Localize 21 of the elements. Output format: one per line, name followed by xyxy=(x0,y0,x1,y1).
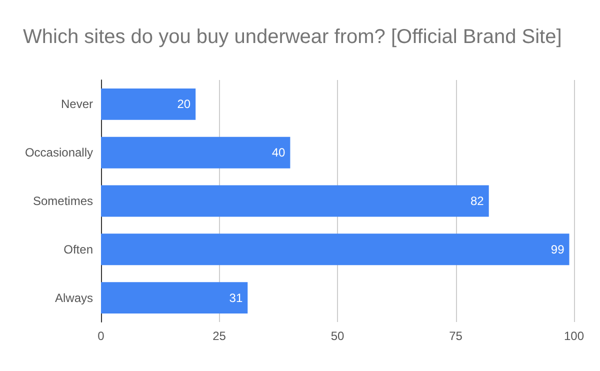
y-tick-label: Occasionally xyxy=(24,146,93,160)
x-tick-label: 25 xyxy=(212,329,226,343)
x-tick-label: 0 xyxy=(98,329,105,343)
x-tick-label: 100 xyxy=(564,329,584,343)
bar xyxy=(101,282,248,314)
bar xyxy=(101,136,290,168)
x-tick-label: 50 xyxy=(330,329,344,343)
bar xyxy=(101,234,570,266)
data-label: 82 xyxy=(470,194,484,208)
data-label: 40 xyxy=(272,146,286,160)
data-label: 20 xyxy=(177,97,191,112)
y-tick-label: Always xyxy=(54,290,93,305)
chart-title: Which sites do you buy underwear from? [Official Brand Site] xyxy=(23,26,562,48)
data-label: 99 xyxy=(550,242,565,256)
y-tick-label: Sometimes xyxy=(32,194,93,208)
y-tick-label: Never xyxy=(60,97,93,112)
x-tick-label: 75 xyxy=(449,329,463,343)
y-tick-label: Often xyxy=(64,242,93,256)
bar xyxy=(101,88,196,120)
bar xyxy=(101,185,489,217)
data-label: 31 xyxy=(229,290,243,305)
